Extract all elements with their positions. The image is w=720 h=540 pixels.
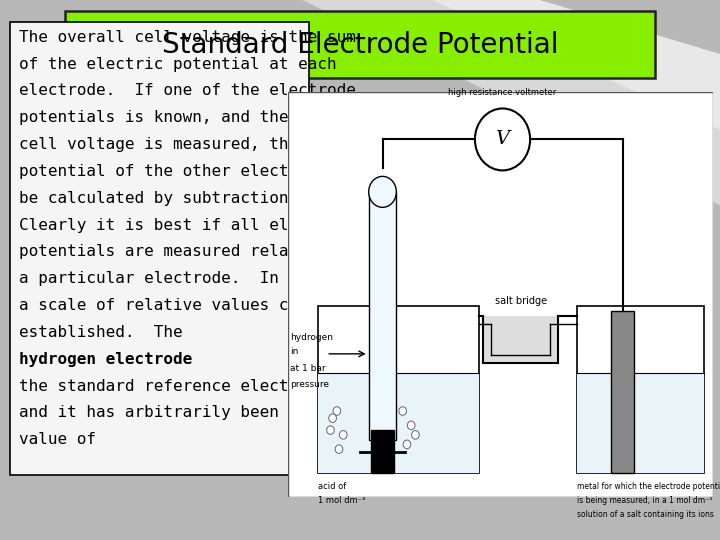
- Text: metal for which the electrode potential: metal for which the electrode potential: [577, 482, 720, 491]
- Text: cell voltage is measured, then the: cell voltage is measured, then the: [19, 137, 346, 152]
- Text: value of: value of: [19, 432, 105, 447]
- Text: and it has arbitrarily been given a: and it has arbitrarily been given a: [19, 406, 356, 421]
- Circle shape: [475, 109, 530, 171]
- Text: potential of the other electrode can: potential of the other electrode can: [19, 164, 365, 179]
- Circle shape: [335, 445, 343, 454]
- Text: electrode.  If one of the electrode: electrode. If one of the electrode: [19, 83, 356, 98]
- Circle shape: [329, 414, 336, 422]
- Text: The overall cell voltage is the sum: The overall cell voltage is the sum: [19, 30, 356, 45]
- Text: salt bridge: salt bridge: [495, 296, 546, 306]
- Circle shape: [403, 440, 411, 449]
- Text: is being measured, in a 1 mol dm⁻³: is being measured, in a 1 mol dm⁻³: [577, 496, 712, 505]
- Circle shape: [399, 407, 407, 415]
- FancyBboxPatch shape: [611, 311, 634, 473]
- Text: at 1 bar: at 1 bar: [290, 363, 325, 373]
- Text: pressure: pressure: [290, 380, 329, 389]
- Text: 0.00 V: 0.00 V: [454, 432, 513, 447]
- FancyBboxPatch shape: [318, 306, 480, 473]
- FancyBboxPatch shape: [318, 373, 480, 473]
- FancyBboxPatch shape: [371, 430, 395, 473]
- Text: high resistance voltmeter: high resistance voltmeter: [449, 87, 557, 97]
- FancyBboxPatch shape: [577, 373, 704, 473]
- Text: the standard reference electrode,: the standard reference electrode,: [19, 379, 336, 394]
- FancyBboxPatch shape: [65, 11, 655, 78]
- Text: 1 mol dm⁻³: 1 mol dm⁻³: [318, 496, 365, 505]
- Text: of the electric potential at each: of the electric potential at each: [19, 57, 336, 71]
- FancyBboxPatch shape: [483, 316, 558, 363]
- Circle shape: [327, 426, 334, 434]
- Circle shape: [339, 430, 347, 439]
- Text: be calculated by subtraction.: be calculated by subtraction.: [19, 191, 298, 206]
- Text: solution of a salt containing its ions: solution of a salt containing its ions: [577, 510, 714, 519]
- Circle shape: [408, 421, 415, 430]
- Text: V: V: [495, 131, 510, 149]
- FancyBboxPatch shape: [10, 22, 309, 475]
- FancyBboxPatch shape: [288, 92, 713, 497]
- Circle shape: [369, 177, 396, 207]
- Circle shape: [333, 407, 341, 415]
- Polygon shape: [302, 0, 720, 205]
- Text: a scale of relative values can be: a scale of relative values can be: [19, 298, 336, 313]
- Text: Clearly it is best if all electrode: Clearly it is best if all electrode: [19, 218, 356, 233]
- FancyBboxPatch shape: [369, 192, 396, 440]
- Circle shape: [412, 430, 419, 439]
- Text: a particular electrode.  In this way,: a particular electrode. In this way,: [19, 271, 375, 286]
- Text: potentials are measured relative to: potentials are measured relative to: [19, 245, 356, 259]
- Text: hydrogen electrode: hydrogen electrode: [19, 352, 192, 367]
- Text: hydrogen: hydrogen: [290, 333, 333, 342]
- Text: acid of: acid of: [318, 482, 346, 491]
- Text: established.  The: established. The: [19, 325, 192, 340]
- Text: Standard Electrode Potential: Standard Electrode Potential: [162, 31, 558, 58]
- Polygon shape: [432, 0, 720, 130]
- Text: potentials is known, and the overall: potentials is known, and the overall: [19, 110, 365, 125]
- FancyBboxPatch shape: [577, 306, 704, 473]
- Text: in: in: [290, 347, 299, 356]
